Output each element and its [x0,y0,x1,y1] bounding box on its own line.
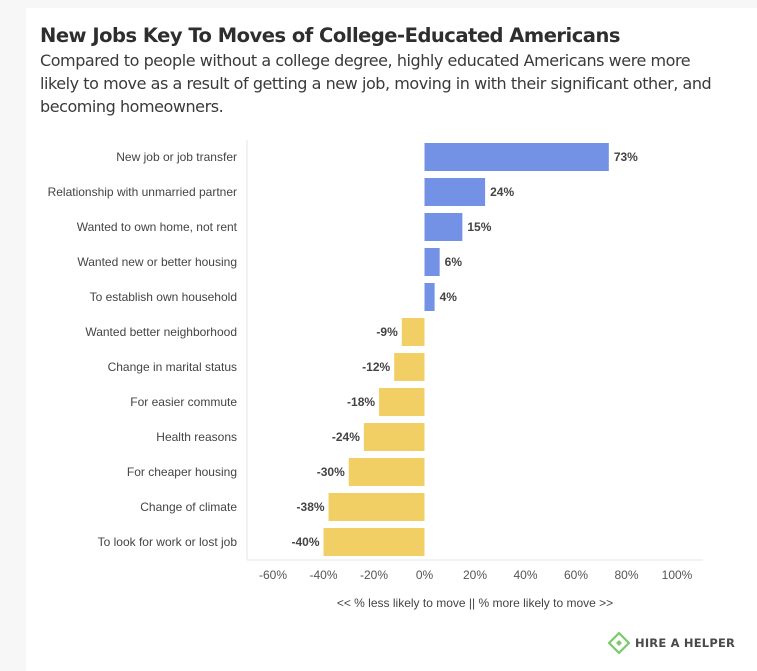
category-label: Change in marital status [108,360,237,374]
category-label: To look for work or lost job [98,535,238,549]
data-label: -30% [317,465,345,479]
data-label: -24% [332,430,360,444]
category-label: To establish own household [90,290,237,304]
x-tick-label: 20% [463,568,487,582]
chart-title: New Jobs Key To Moves of College-Educate… [40,24,620,47]
bar [323,528,425,556]
category-label: Wanted new or better housing [77,255,237,269]
bar [363,423,425,451]
bar [424,178,486,206]
data-label: -18% [347,395,375,409]
category-label: Relationship with unmarried partner [48,185,237,199]
x-axis-title: << % less likely to move || % more likel… [336,596,614,610]
category-label: Change of climate [140,500,237,514]
x-tick-label: 0% [416,568,434,582]
bar [424,143,609,171]
x-tick-label: 80% [614,568,638,582]
category-label: Health reasons [156,430,237,444]
x-tick-label: -20% [360,568,388,582]
data-label: -9% [376,325,398,339]
chart-bars: 73% 24% 15% 6% 4% -9% -12% -18% -24% -30% -38% -40% [291,143,638,556]
bar [379,388,425,416]
data-label: -12% [362,360,390,374]
bar [328,493,425,521]
hire-a-helper-logo-icon [608,632,630,654]
data-label: -40% [291,535,319,549]
bar [394,353,425,381]
bar [424,283,435,311]
data-label: 73% [614,150,638,164]
bar [348,458,425,486]
bar [424,248,440,276]
category-label: For cheaper housing [127,465,237,479]
x-tick-label: 40% [513,568,537,582]
x-tick-label: 60% [564,568,588,582]
data-label: 4% [440,290,458,304]
category-label: New job or job transfer [116,150,237,164]
category-label: Wanted to own home, not rent [77,220,238,234]
x-tick-label: -60% [259,568,287,582]
logo-text: HIRE A HELPER [635,636,736,650]
chart-subtitle: Compared to people without a college deg… [40,51,712,116]
category-label: For easier commute [130,395,237,409]
chart-axes [246,140,703,561]
category-label: Wanted better neighborhood [85,325,237,339]
x-tick-label: -40% [309,568,337,582]
chart-x-ticks: -60% -40% -20% 0% 20% 40% 60% 80% 100% [259,568,693,582]
data-label: 15% [467,220,491,234]
chart-category-labels: New job or job transfer Relationship with… [48,150,238,549]
bar [424,213,463,241]
bar [401,318,425,346]
data-label: -38% [297,500,325,514]
data-label: 6% [445,255,463,269]
x-tick-label: 100% [662,568,693,582]
data-label: 24% [490,185,514,199]
brand-logo: HIRE A HELPER [608,632,735,654]
